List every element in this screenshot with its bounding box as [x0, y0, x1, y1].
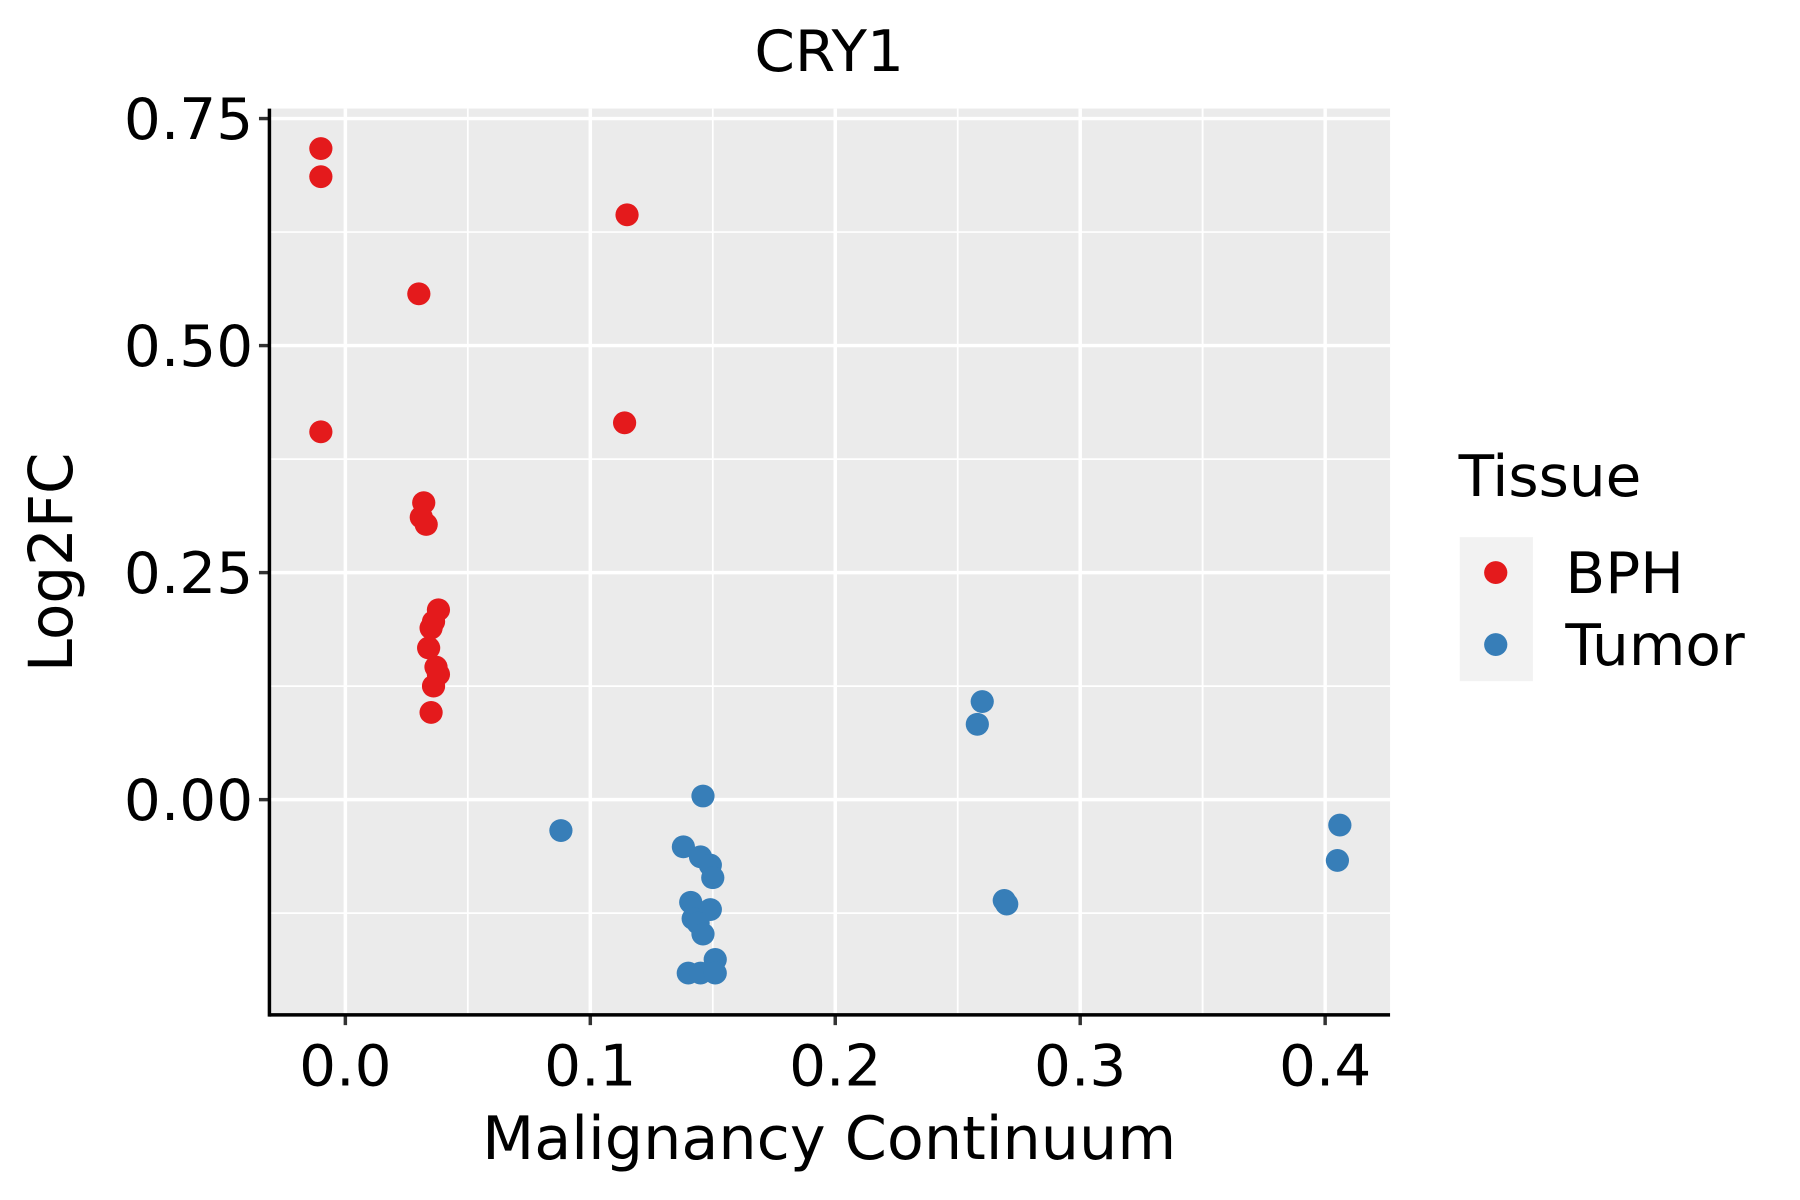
chart-title: CRY1: [754, 18, 904, 84]
legend-title: Tissue: [1458, 443, 1642, 509]
x-tick-label: 0.3: [1034, 1033, 1126, 1099]
data-point-bph: [309, 420, 333, 444]
y-axis-label: Log2FC: [17, 453, 88, 673]
x-axis-label: Malignancy Continuum: [482, 1104, 1176, 1173]
data-point-bph: [417, 636, 441, 660]
x-tick-label: 0.2: [789, 1033, 881, 1099]
data-point-bph: [309, 165, 333, 189]
x-tick-label: 0.1: [544, 1033, 636, 1099]
legend-key-tumor: [1484, 633, 1508, 656]
y-tick-label: 0.75: [124, 87, 253, 153]
data-point-tumor: [1325, 849, 1350, 872]
x-tick-label: 0.0: [299, 1033, 391, 1099]
data-point-bph: [612, 411, 637, 435]
data-point-tumor: [549, 819, 573, 842]
x-tick-label: 0.4: [1279, 1033, 1371, 1099]
data-point-tumor: [995, 892, 1019, 916]
data-point-bph: [407, 282, 431, 306]
data-point-bph: [309, 137, 333, 160]
legend-label-tumor: Tumor: [1564, 613, 1745, 679]
legend-key-bph: [1484, 561, 1508, 584]
y-tick-label: 0.25: [124, 541, 253, 607]
data-point-tumor: [691, 922, 715, 946]
plot-panel: 0.0 0.1 0.2 0.3 0.4 0.00 0.25 0.50 0.75: [124, 87, 1391, 1100]
data-point-tumor: [671, 835, 695, 859]
data-point-tumor: [1328, 813, 1352, 837]
data-point-bph: [419, 616, 443, 640]
panel-background: [269, 108, 1391, 1015]
legend-label-bph: BPH: [1565, 541, 1683, 607]
y-tick-label: 0.00: [124, 768, 253, 834]
data-point-tumor: [703, 961, 727, 985]
data-point-tumor: [691, 784, 715, 808]
y-tick-label: 0.50: [124, 314, 253, 380]
legend-key-background: [1459, 537, 1533, 682]
data-point-tumor: [965, 712, 989, 736]
data-point-bph: [414, 513, 438, 536]
data-point-bph: [419, 701, 443, 724]
data-point-tumor: [701, 866, 725, 890]
data-point-bph: [615, 203, 639, 227]
data-point-tumor: [970, 690, 994, 713]
data-point-bph: [421, 674, 446, 698]
